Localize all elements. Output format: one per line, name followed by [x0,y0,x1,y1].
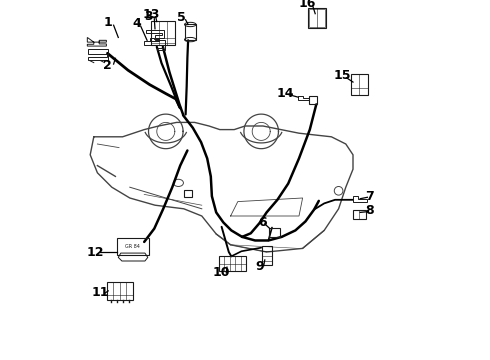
Text: 9: 9 [255,260,264,273]
Text: 12: 12 [87,246,104,259]
Text: 6: 6 [258,216,267,229]
Bar [269,228,280,237]
Bar [184,190,192,197]
Bar [353,210,366,219]
Text: 14: 14 [276,87,294,100]
Bar [151,22,175,45]
Bar [309,9,325,27]
Text: 15: 15 [334,69,351,82]
Text: 8: 8 [365,204,373,217]
Bar [351,74,368,95]
Bar [117,238,148,255]
Text: GR 84: GR 84 [125,244,140,249]
Text: 3: 3 [144,10,153,23]
Bar [308,8,326,28]
Text: 5: 5 [176,11,185,24]
Text: 1: 1 [103,16,112,29]
Text: 4: 4 [133,17,142,30]
Bar [262,246,272,265]
Bar [219,256,246,271]
Text: 7: 7 [365,190,373,203]
Bar [309,96,317,104]
Text: 2: 2 [103,59,112,72]
Text: 13: 13 [143,8,160,21]
Text: 16: 16 [298,0,316,10]
Text: 11: 11 [92,286,109,299]
Bar [107,282,133,300]
Text: 10: 10 [213,266,230,279]
